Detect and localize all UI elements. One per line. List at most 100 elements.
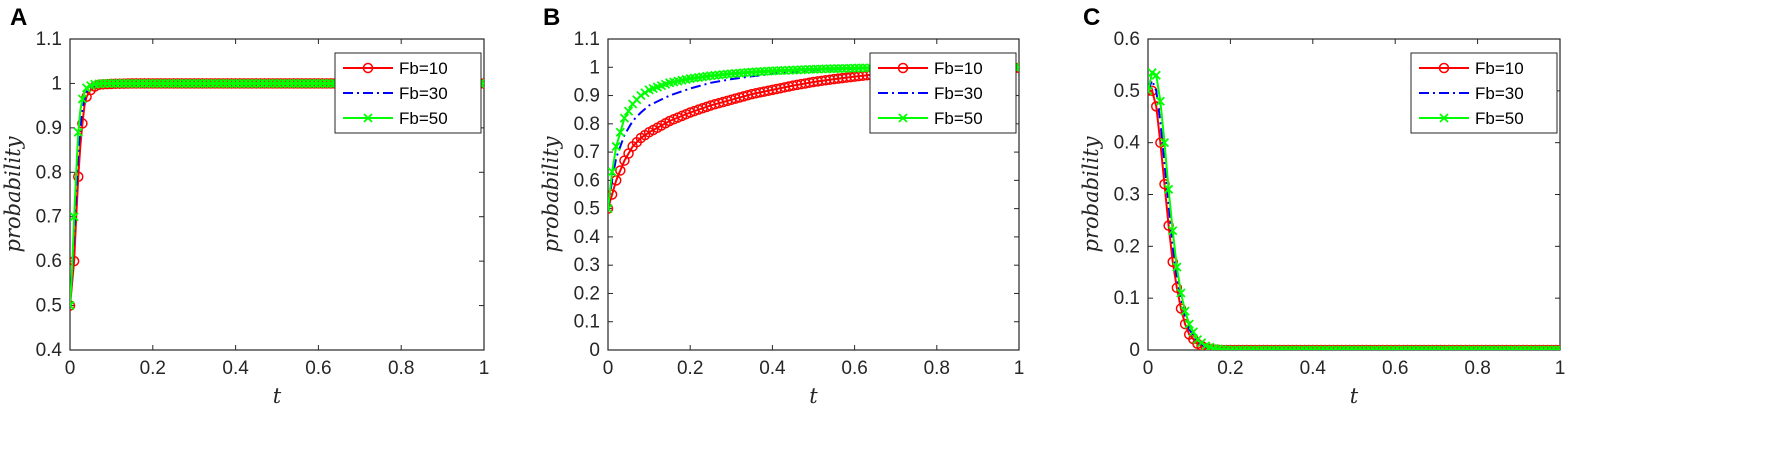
series-line-fb50 bbox=[70, 82, 484, 306]
legend-label: Fb=50 bbox=[399, 109, 448, 128]
x-axis-label: t bbox=[273, 384, 282, 408]
data-point bbox=[1517, 344, 1529, 350]
data-point bbox=[1295, 344, 1306, 350]
data-point bbox=[1398, 344, 1409, 350]
data-point bbox=[1555, 345, 1560, 350]
legend-label: Fb=10 bbox=[1475, 59, 1524, 78]
y-tick-label: 0.3 bbox=[574, 255, 600, 276]
y-tick-label: 0.6 bbox=[574, 170, 600, 191]
data-point bbox=[1245, 344, 1257, 350]
data-point bbox=[611, 141, 621, 152]
data-point bbox=[1497, 344, 1508, 350]
data-point bbox=[1365, 344, 1376, 350]
data-point bbox=[1328, 344, 1339, 350]
x-tick-label: 0.8 bbox=[924, 358, 950, 379]
data-point bbox=[1315, 344, 1327, 350]
data-point bbox=[608, 203, 613, 214]
y-tick-label: 1 bbox=[51, 73, 62, 94]
y-tick-label: 0.8 bbox=[574, 114, 600, 135]
data-point bbox=[1455, 344, 1467, 350]
data-point bbox=[70, 300, 76, 311]
data-point bbox=[1468, 344, 1479, 350]
data-point bbox=[1344, 344, 1356, 350]
data-point bbox=[1291, 344, 1302, 350]
legend: Fb=10 Fb=30 Fb=50 bbox=[869, 52, 1017, 134]
data-point bbox=[73, 127, 83, 137]
data-point bbox=[608, 167, 617, 177]
data-point bbox=[1484, 344, 1496, 350]
data-point bbox=[1188, 327, 1198, 337]
data-point bbox=[1356, 344, 1368, 350]
data-point bbox=[1311, 344, 1323, 350]
data-point bbox=[1414, 344, 1426, 350]
x-tick-label: 0.6 bbox=[1382, 358, 1408, 379]
y-axis-label: probability bbox=[1, 135, 25, 252]
y-tick-label: 0 bbox=[1129, 340, 1140, 361]
data-point bbox=[1369, 344, 1380, 350]
legend-marker bbox=[1438, 62, 1450, 74]
data-point bbox=[1319, 344, 1331, 350]
y-tick-label: 0.3 bbox=[1114, 185, 1140, 206]
data-point bbox=[1406, 344, 1417, 350]
x-tick-label: 0.4 bbox=[1300, 358, 1327, 379]
y-tick-label: 0.8 bbox=[36, 162, 62, 183]
data-point bbox=[1427, 344, 1438, 350]
data-point bbox=[1148, 68, 1157, 78]
y-tick-label: 0.9 bbox=[574, 86, 600, 107]
data-point bbox=[1324, 344, 1335, 350]
data-point bbox=[1447, 344, 1459, 350]
data-point bbox=[1501, 344, 1512, 350]
data-point bbox=[1274, 344, 1286, 350]
legend-label: Fb=30 bbox=[1475, 84, 1524, 103]
y-axis-label: probability bbox=[539, 135, 563, 252]
x-tick-label: 0.8 bbox=[388, 358, 414, 379]
data-point bbox=[1472, 344, 1483, 350]
data-point bbox=[636, 90, 646, 101]
data-point bbox=[1435, 344, 1446, 350]
data-point bbox=[1168, 226, 1178, 236]
data-point bbox=[73, 171, 84, 182]
data-point bbox=[1530, 344, 1541, 350]
y-tick-label: 0.1 bbox=[1114, 288, 1140, 309]
data-point bbox=[1525, 344, 1537, 350]
data-point bbox=[1172, 262, 1182, 272]
y-tick-label: 0.2 bbox=[1114, 236, 1140, 257]
legend-label: Fb=50 bbox=[1475, 109, 1524, 128]
y-tick-label: 0 bbox=[589, 340, 600, 361]
x-axis-label: t bbox=[1350, 384, 1359, 408]
data-point bbox=[1229, 344, 1240, 350]
legend-marker bbox=[1439, 113, 1449, 123]
y-tick-label: 0.7 bbox=[36, 207, 62, 228]
legend-marker bbox=[897, 62, 909, 74]
data-point bbox=[1249, 344, 1261, 350]
data-point bbox=[1488, 344, 1500, 350]
data-point bbox=[1299, 344, 1310, 350]
data-point bbox=[70, 255, 80, 267]
series-group bbox=[1148, 68, 1560, 350]
data-point bbox=[1307, 344, 1319, 350]
data-point bbox=[1148, 86, 1153, 96]
x-tick-label: 0.4 bbox=[222, 358, 249, 379]
data-point bbox=[1546, 344, 1558, 350]
x-tick-label: 0.4 bbox=[759, 358, 786, 379]
data-point bbox=[1385, 344, 1397, 350]
x-tick-label: 1 bbox=[1555, 358, 1566, 379]
data-point bbox=[1336, 344, 1347, 350]
data-point bbox=[623, 106, 634, 116]
data-point bbox=[1151, 70, 1161, 80]
chart-panel-b: B 0 0.2 0.4 0.6 0.8 1 0 0.1 0.2 0.3 0.4 0.5 0.6 0.7 0.8… bbox=[539, 4, 1024, 408]
legend-marker bbox=[363, 113, 373, 123]
data-point bbox=[1505, 344, 1516, 350]
legend-marker bbox=[362, 62, 374, 74]
data-point bbox=[1241, 344, 1253, 350]
data-point bbox=[77, 94, 88, 104]
data-point bbox=[1459, 344, 1471, 350]
legend: Fb=10 Fb=30 Fb=50 bbox=[1410, 52, 1558, 134]
x-tick-label: 0.6 bbox=[305, 358, 331, 379]
data-point bbox=[1492, 344, 1504, 350]
series-line-fb30 bbox=[1148, 77, 1560, 350]
data-point bbox=[1221, 345, 1231, 350]
data-point bbox=[1221, 344, 1232, 350]
legend-label: Fb=10 bbox=[399, 59, 448, 78]
